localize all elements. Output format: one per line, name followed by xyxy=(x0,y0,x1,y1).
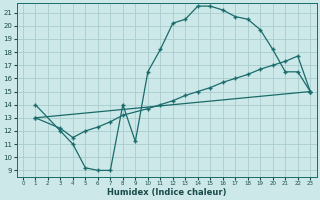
X-axis label: Humidex (Indice chaleur): Humidex (Indice chaleur) xyxy=(107,188,226,197)
